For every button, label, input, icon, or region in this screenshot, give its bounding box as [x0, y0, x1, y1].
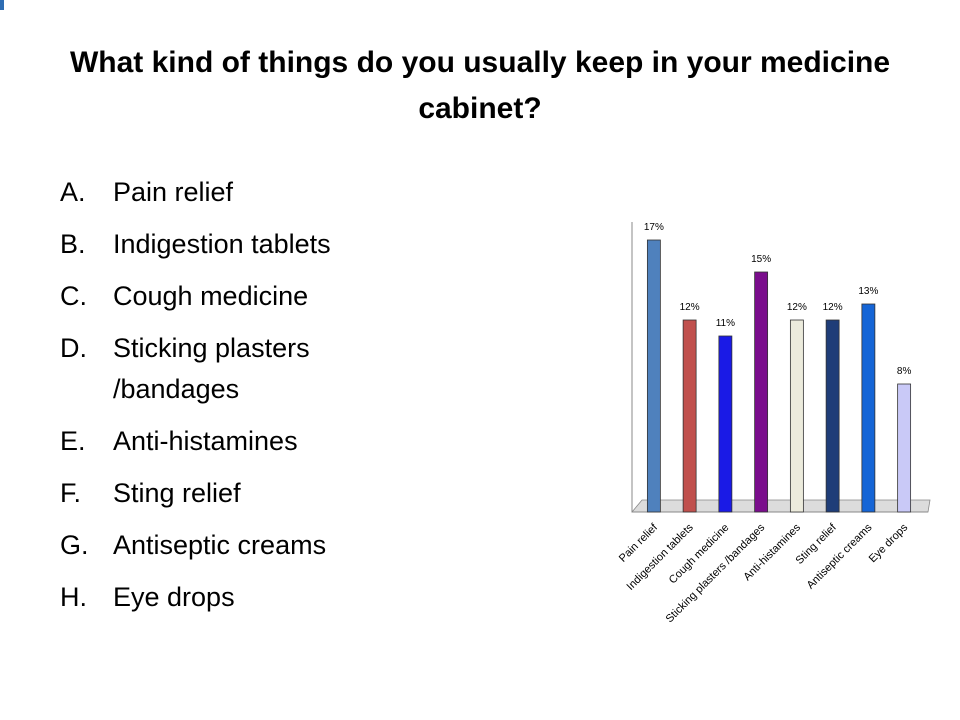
corner-mark	[0, 0, 4, 10]
data-label: 11%	[716, 318, 735, 329]
option-item: C. Cough medicine	[60, 276, 413, 317]
option-text: Eye drops	[113, 582, 235, 612]
option-item: B. Indigestion tablets	[60, 224, 413, 265]
bar	[825, 319, 840, 513]
option-item: G. Antiseptic creams	[60, 525, 413, 566]
data-label: 12%	[680, 302, 700, 313]
bar	[754, 271, 769, 513]
data-label: 12%	[823, 302, 843, 313]
option-text: Anti-histamines	[113, 426, 298, 456]
bar	[718, 335, 733, 513]
data-label: 12%	[787, 302, 807, 313]
option-text: Pain relief	[113, 177, 234, 207]
option-letter: F.	[60, 478, 82, 508]
option-list: A. Pain relief B. Indigestion tablets C. Coug…	[60, 172, 413, 629]
option-letter: G.	[60, 530, 89, 560]
option-letter: A.	[60, 177, 86, 207]
slide-title: What kind of things do you usually keep …	[69, 46, 891, 125]
option-letter: C.	[60, 281, 87, 311]
option-text: Sting relief	[113, 478, 241, 508]
x-tick-label: Eye drops	[867, 521, 911, 565]
data-label: 8%	[897, 366, 912, 377]
bar	[789, 319, 804, 513]
bar	[861, 303, 876, 513]
x-tick-label: Antiseptic creams	[805, 521, 875, 591]
chart-floor	[631, 499, 931, 513]
x-tick-label: Indigestion tablets	[625, 521, 697, 593]
option-text: Indigestion tablets	[113, 229, 331, 259]
option-text: Sticking plasters /bandages	[113, 333, 310, 404]
option-item: E. Anti-histamines	[60, 421, 413, 462]
bar	[646, 239, 661, 513]
option-letter: D.	[60, 333, 87, 363]
option-text: Cough medicine	[113, 281, 309, 311]
option-item: H. Eye drops	[60, 577, 413, 618]
option-letter: H.	[60, 582, 87, 612]
option-item: A. Pain relief	[60, 172, 413, 213]
bar	[897, 383, 912, 513]
option-item: D. Sticking plasters /bandages	[60, 328, 413, 410]
option-text: Antiseptic creams	[113, 530, 327, 560]
option-letter: B.	[60, 229, 86, 259]
data-label: 15%	[751, 254, 771, 265]
data-label: 17%	[644, 222, 664, 233]
option-item: F. Sting relief	[60, 473, 413, 514]
option-letter: E.	[60, 426, 86, 456]
bar	[682, 319, 697, 513]
data-label: 13%	[858, 286, 878, 297]
